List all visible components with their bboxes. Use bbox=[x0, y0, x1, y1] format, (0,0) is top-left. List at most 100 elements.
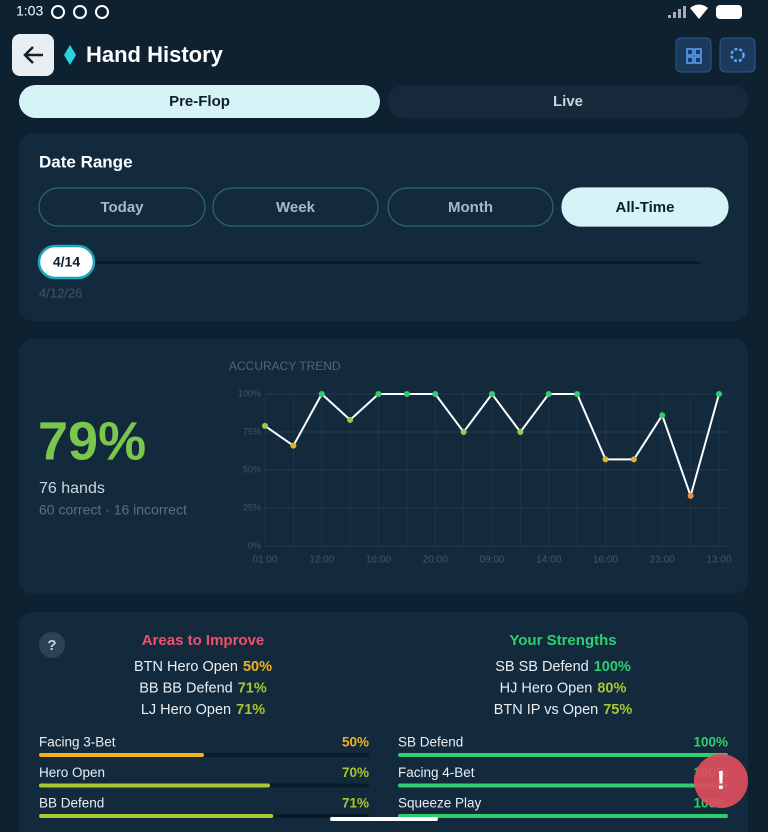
insights-card bbox=[19, 612, 748, 832]
trend-point bbox=[432, 391, 439, 397]
accuracy-value: 79% bbox=[38, 411, 146, 471]
insight-name: BTN IP vs Open bbox=[494, 702, 599, 718]
trend-point bbox=[403, 391, 410, 397]
slider-thumb[interactable] bbox=[37, 244, 96, 280]
help-icon: ? bbox=[47, 637, 56, 654]
tab[interactable] bbox=[388, 85, 748, 118]
slider-label: 4/14 bbox=[53, 254, 80, 270]
insight-item: BTN Hero Open 50% bbox=[134, 659, 272, 675]
range-label: All-Time bbox=[616, 199, 675, 216]
y-tick-label: 25% bbox=[243, 502, 261, 512]
y-tick-label: 50% bbox=[243, 464, 261, 474]
x-tick-label: 12:00 bbox=[309, 555, 334, 566]
insight-pct: 80% bbox=[597, 680, 626, 696]
bar-label: BB Defend bbox=[39, 796, 104, 811]
x-tick-label: 09:00 bbox=[479, 555, 504, 566]
hands-detail: 60 correct · 16 incorrect bbox=[39, 502, 187, 518]
wifi-icon bbox=[690, 4, 708, 19]
accuracy-card bbox=[19, 339, 748, 594]
insight-name: BTN Hero Open bbox=[134, 659, 238, 675]
status-icon bbox=[51, 5, 65, 19]
insight-item: SB SB Defend 100% bbox=[495, 659, 631, 675]
trend-point bbox=[318, 391, 325, 397]
back-arrow bbox=[23, 46, 43, 64]
insight-pct: 71% bbox=[236, 702, 265, 718]
settings-button[interactable] bbox=[719, 37, 756, 73]
improve-title: Areas to Improve bbox=[142, 632, 265, 649]
bar bbox=[39, 783, 270, 788]
y-tick-label: 100% bbox=[238, 388, 261, 398]
logo-icon bbox=[64, 45, 76, 65]
x-tick-label: 16:00 bbox=[366, 555, 391, 566]
y-tick-label: 0% bbox=[248, 540, 261, 550]
bar bbox=[39, 814, 274, 818]
range-button[interactable] bbox=[212, 187, 379, 227]
strengths-title: Your Strengths bbox=[509, 632, 616, 649]
insight-name: HJ Hero Open bbox=[500, 680, 593, 696]
insight-name: LJ Hero Open bbox=[141, 702, 231, 718]
range-button[interactable] bbox=[561, 187, 729, 227]
trend-point bbox=[602, 456, 609, 463]
trend-point bbox=[545, 391, 552, 397]
bar-value: 71% bbox=[342, 796, 369, 811]
insight-item: BTN IP vs Open 75% bbox=[494, 702, 633, 718]
settings-icon bbox=[730, 47, 745, 63]
trend-point bbox=[347, 416, 354, 423]
range-button[interactable] bbox=[387, 187, 554, 227]
range-label: Week bbox=[276, 199, 316, 216]
trend-point bbox=[375, 391, 382, 397]
trend-point bbox=[659, 412, 666, 419]
x-tick-label: 14:00 bbox=[536, 555, 561, 566]
range-button[interactable] bbox=[38, 187, 206, 227]
bar-value: 50% bbox=[342, 735, 369, 750]
trend-point bbox=[517, 429, 524, 435]
bar-value: 70% bbox=[342, 765, 369, 780]
bar bbox=[398, 753, 728, 757]
trend-point bbox=[290, 442, 297, 449]
insight-name: BB BB Defend bbox=[139, 680, 233, 696]
section-title: Date Range bbox=[39, 152, 133, 171]
bar-value: 100% bbox=[693, 735, 728, 750]
bar bbox=[398, 783, 728, 788]
x-tick-label: 16:00 bbox=[593, 555, 618, 566]
insight-pct: 71% bbox=[238, 680, 267, 696]
y-tick-label: 75% bbox=[243, 426, 261, 436]
tab-active[interactable] bbox=[19, 85, 380, 118]
bar-label: Facing 4-Bet bbox=[398, 765, 475, 780]
status-icon bbox=[95, 5, 109, 19]
insight-name: SB SB Defend bbox=[495, 659, 589, 675]
range-label: Today bbox=[100, 199, 144, 216]
home-indicator bbox=[330, 817, 438, 821]
trend-point bbox=[262, 422, 268, 429]
x-tick-label: 20:00 bbox=[423, 555, 448, 566]
status-icon bbox=[73, 5, 87, 19]
bar bbox=[39, 753, 204, 757]
tab-label: Live bbox=[553, 93, 583, 110]
range-label: Month bbox=[448, 199, 493, 216]
x-tick-label: 23:00 bbox=[650, 555, 675, 566]
date-label: 4/12/26 bbox=[39, 285, 82, 300]
trend-point bbox=[460, 429, 467, 435]
x-tick-label: 01:00 bbox=[252, 555, 277, 566]
trend-point bbox=[630, 456, 637, 463]
x-tick-label: 13:00 bbox=[706, 555, 731, 566]
chart-title: ACCURACY TREND bbox=[229, 359, 341, 373]
trend-point bbox=[687, 492, 694, 499]
page-title: Hand History bbox=[86, 42, 224, 67]
insight-pct: 75% bbox=[603, 702, 632, 718]
status-time: 1:03 bbox=[16, 3, 43, 19]
hands-count: 76 hands bbox=[39, 480, 105, 497]
bar-label: Hero Open bbox=[39, 765, 105, 780]
insight-item: HJ Hero Open 80% bbox=[500, 680, 627, 696]
fab-icon: ! bbox=[717, 765, 726, 795]
insight-pct: 50% bbox=[243, 659, 272, 675]
signal-icon bbox=[668, 6, 686, 18]
bar-label: Squeeze Play bbox=[398, 796, 482, 811]
trend-point bbox=[489, 391, 495, 397]
battery-icon bbox=[716, 5, 742, 19]
help-button[interactable] bbox=[39, 632, 65, 658]
date-card bbox=[19, 133, 748, 321]
slider-track bbox=[90, 261, 700, 264]
fab-button[interactable] bbox=[694, 754, 748, 808]
